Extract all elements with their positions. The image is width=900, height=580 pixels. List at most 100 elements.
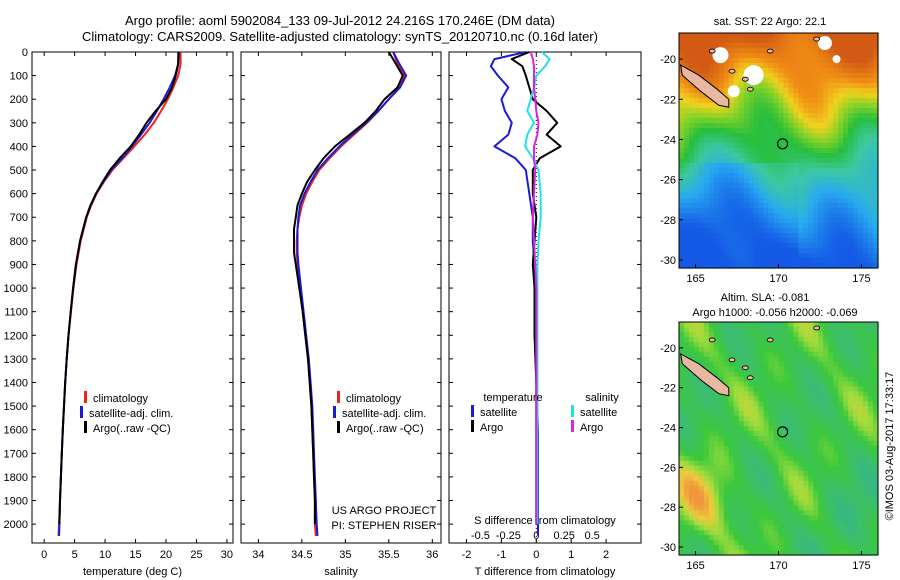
map-cell <box>703 238 710 244</box>
map-cell <box>843 143 849 149</box>
map-cell <box>868 58 874 64</box>
map-cell <box>863 366 869 373</box>
map-cell <box>743 243 750 249</box>
map-cell <box>868 331 874 338</box>
map-cell <box>693 123 700 129</box>
map-cell <box>688 520 695 526</box>
map-cell <box>773 465 780 472</box>
map-cell <box>823 148 829 154</box>
map-cell <box>828 351 834 358</box>
map-cell <box>788 98 795 104</box>
map-cell <box>723 138 730 144</box>
map-cell <box>873 545 879 551</box>
map-cell <box>718 322 725 328</box>
map-cell <box>813 168 819 174</box>
map-cell <box>723 336 730 343</box>
map-cell <box>863 322 869 328</box>
map-cell <box>863 43 869 49</box>
map-cell <box>868 406 874 412</box>
map-cell <box>778 530 785 536</box>
map-cell <box>768 108 775 114</box>
map-cell <box>873 480 879 487</box>
map-cell <box>783 460 790 467</box>
map-cell <box>778 500 785 507</box>
map-cell <box>698 218 705 224</box>
map-cell <box>873 193 879 199</box>
map-cell <box>753 203 760 209</box>
map-cell <box>828 123 834 129</box>
map-cell <box>858 381 864 388</box>
map-cell <box>738 238 745 244</box>
map-cell <box>778 445 785 452</box>
x-tick-label: 20 <box>160 549 172 561</box>
map-cell <box>813 238 819 244</box>
map-cell <box>693 520 700 526</box>
map-cell <box>718 78 725 84</box>
map-cell <box>748 203 755 209</box>
map-cell <box>753 43 760 49</box>
map-cell <box>863 223 869 229</box>
map-cell <box>813 88 819 94</box>
map-cell <box>788 53 795 59</box>
map-cell <box>823 213 829 219</box>
map-cell <box>793 243 799 249</box>
map-cell <box>803 445 809 452</box>
map-cell <box>708 208 715 214</box>
map-cell <box>873 525 879 531</box>
map-cell <box>783 93 790 99</box>
map-cell <box>853 500 859 507</box>
map-cell <box>788 445 795 452</box>
map-y-tick-label: -20 <box>660 54 676 66</box>
map-cell <box>873 515 879 521</box>
map-cell <box>868 460 874 467</box>
map-cell <box>768 38 775 44</box>
map-cell <box>773 118 780 124</box>
map-cell <box>868 143 874 149</box>
map-cell <box>723 520 730 526</box>
map-cell <box>713 445 720 452</box>
map-cell <box>813 485 819 492</box>
map-cell <box>858 436 864 442</box>
map-cell <box>818 138 824 144</box>
map-cell <box>853 341 859 348</box>
map-cell <box>698 148 705 154</box>
map-cell <box>773 83 780 89</box>
map-cell <box>838 143 844 149</box>
map-cell <box>718 158 725 164</box>
map-cell <box>728 53 735 59</box>
map-cell <box>698 193 705 199</box>
map-x-tick-label: 165 <box>686 560 704 572</box>
map-cell <box>873 530 879 536</box>
map-cell <box>853 361 859 368</box>
map-cell <box>758 525 765 531</box>
map-cell <box>783 183 790 189</box>
map-cell <box>679 366 685 373</box>
map-cell <box>873 113 879 119</box>
map-cell <box>773 480 780 487</box>
map-cell <box>803 103 809 109</box>
map-cell <box>708 103 715 109</box>
map-cell <box>679 371 685 378</box>
map-cell <box>868 43 874 49</box>
map-cell <box>679 98 685 104</box>
map-cell <box>679 406 685 412</box>
map-cell <box>853 223 859 229</box>
map-cell <box>718 505 725 511</box>
map-cell <box>703 386 710 393</box>
map-cell <box>743 58 750 64</box>
map-cell <box>688 43 695 49</box>
map-cell <box>723 445 730 452</box>
map-cell <box>758 530 765 536</box>
map-cell <box>833 406 839 412</box>
map-cell <box>863 118 869 124</box>
map-cell <box>853 73 859 79</box>
map-cell <box>679 258 685 264</box>
map-cell <box>823 326 829 333</box>
map-cell <box>788 198 795 204</box>
map-cell <box>723 356 730 363</box>
map-cell <box>798 351 804 358</box>
map-cell <box>853 43 859 49</box>
map-cell <box>708 361 715 368</box>
map-cell <box>763 341 770 348</box>
map-cell <box>773 238 780 244</box>
